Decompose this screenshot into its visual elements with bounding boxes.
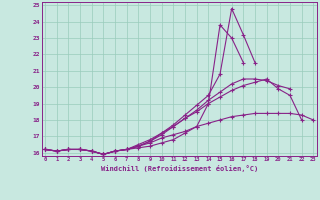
X-axis label: Windchill (Refroidissement éolien,°C): Windchill (Refroidissement éolien,°C) — [100, 165, 258, 172]
